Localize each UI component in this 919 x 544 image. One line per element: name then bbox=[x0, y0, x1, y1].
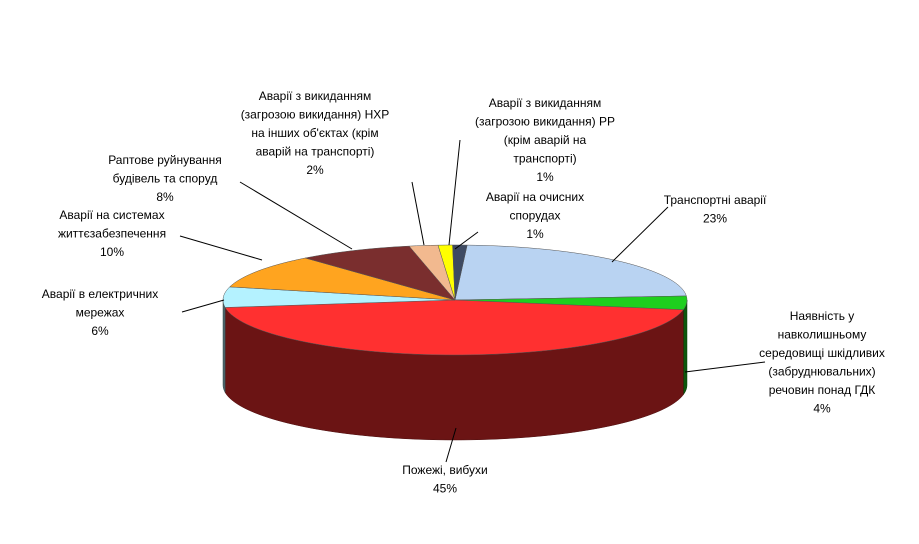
value-label: 1% bbox=[526, 227, 544, 241]
pie-tops bbox=[222, 244, 688, 356]
leader-line bbox=[454, 231, 479, 250]
value-label: 45% bbox=[433, 482, 457, 496]
leader-line bbox=[611, 206, 669, 263]
slice bbox=[454, 244, 687, 301]
slice-side bbox=[222, 299, 226, 393]
slice bbox=[229, 257, 456, 301]
leader-line bbox=[411, 181, 425, 246]
leader-line bbox=[445, 427, 457, 463]
slice-label: Раптове руйнування будівель та споруд bbox=[108, 153, 222, 186]
slice bbox=[305, 245, 456, 301]
slice-label: Аварії в електричних мережах bbox=[42, 287, 158, 320]
slice-side bbox=[683, 299, 688, 396]
slice bbox=[224, 299, 684, 356]
leader-line bbox=[179, 235, 263, 261]
leader-line bbox=[684, 361, 766, 373]
slice bbox=[454, 295, 688, 310]
leader-line bbox=[448, 139, 461, 246]
slice-label: Наявність у навколишньому середовищі шкідл… bbox=[759, 309, 885, 397]
value-label: 10% bbox=[100, 245, 124, 259]
value-label: 4% bbox=[813, 402, 831, 416]
value-label: 23% bbox=[703, 212, 727, 226]
slice-label: Аварії на очисних спорудах bbox=[486, 190, 584, 223]
value-label: 8% bbox=[156, 190, 174, 204]
slice-label: Аварії на системах життєзабезпечення bbox=[58, 208, 166, 241]
value-label: 2% bbox=[306, 163, 324, 177]
slice-label: Транспортні аварії bbox=[664, 193, 767, 207]
value-label: 6% bbox=[91, 324, 109, 338]
slice-label: Пожежі, вибухи bbox=[402, 463, 487, 477]
slice-label: Аварії з викиданням (загрозою викидання) … bbox=[475, 96, 615, 166]
leader-line bbox=[239, 181, 353, 250]
leader-line bbox=[181, 299, 225, 313]
value-label: 1% bbox=[536, 170, 554, 184]
slice-label: Аварії з викиданням (загрозою викидання) … bbox=[241, 89, 390, 159]
slice bbox=[222, 286, 456, 308]
